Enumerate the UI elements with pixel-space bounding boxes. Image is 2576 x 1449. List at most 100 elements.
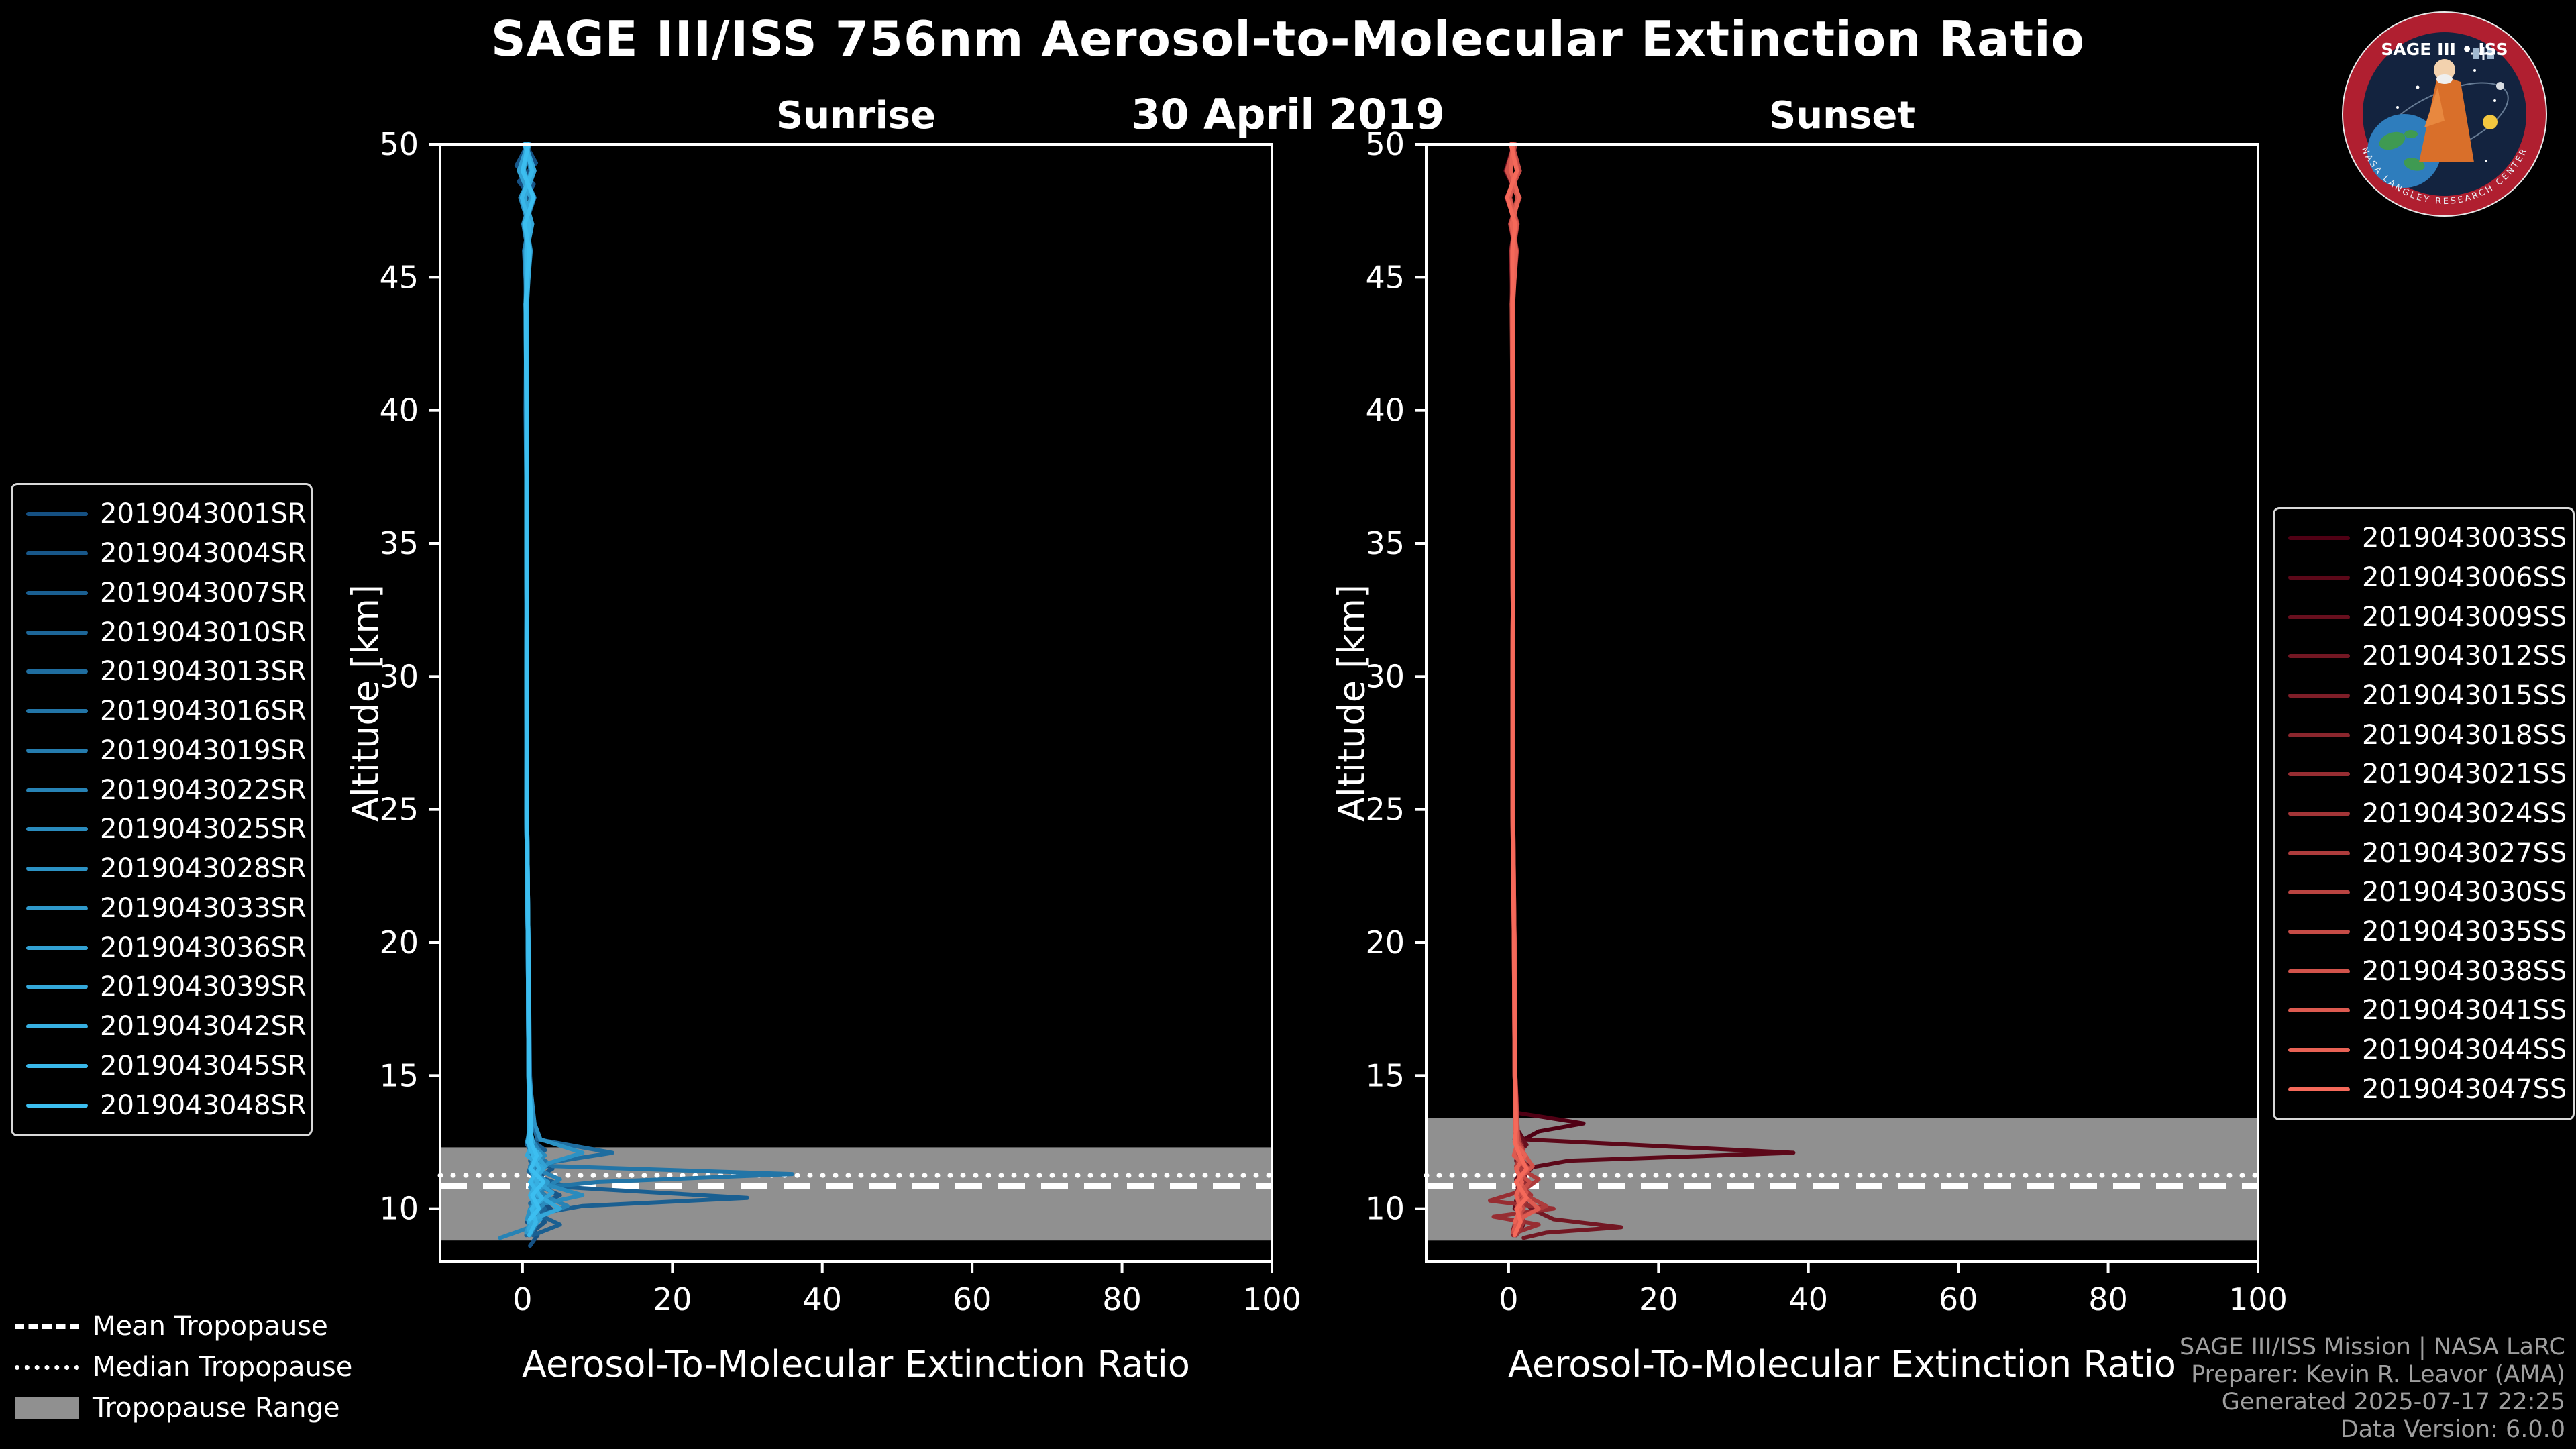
legend-line-swatch — [2288, 811, 2350, 816]
x-tick-label: 100 — [1242, 1281, 1301, 1318]
legend-line-swatch — [26, 906, 88, 910]
dashed-line-swatch — [15, 1324, 79, 1329]
legend-item: 2019043013SR — [26, 652, 307, 691]
plot-border — [1425, 143, 2259, 1263]
legend-label: 2019043042SR — [100, 1011, 307, 1042]
y-tick-label: 10 — [379, 1191, 419, 1227]
legend-label: Tropopause Range — [93, 1393, 340, 1424]
x-tick-label: 40 — [1788, 1281, 1828, 1318]
legend-line-swatch — [2288, 733, 2350, 737]
legend-item: 2019043018SS — [2288, 716, 2567, 755]
sage-iii-iss-logo: SAGE III • ISS NASA LANGLEY RESEARCH CEN… — [2342, 11, 2547, 217]
tropopause-range-band — [1426, 1118, 2258, 1241]
legend-line-swatch — [2288, 575, 2350, 580]
legend-item: 2019043028SR — [26, 849, 307, 888]
legend-label: 2019043047SS — [2362, 1073, 2567, 1105]
credits: SAGE III/ISS Mission | NASA LaRC Prepare… — [2180, 1334, 2565, 1444]
legend-label: 2019043003SS — [2362, 523, 2567, 554]
legend-item: 2019043021SS — [2288, 755, 2567, 794]
legend-label: 2019043030SS — [2362, 877, 2567, 908]
legend-line-swatch — [2288, 693, 2350, 698]
legend-label: 2019043016SR — [100, 696, 307, 727]
y-tick-label: 45 — [379, 259, 419, 295]
profile-line-2019043010SR — [517, 142, 547, 1238]
logo-iss — [2471, 47, 2496, 60]
legend-line-swatch — [2288, 929, 2350, 934]
legend-label: 2019043025SR — [100, 814, 307, 845]
legend-line-swatch — [26, 551, 88, 556]
legend-item: 2019043036SR — [26, 928, 307, 967]
legend-item: 2019043006SS — [2288, 558, 2567, 597]
legend-label: 2019043028SR — [100, 853, 307, 885]
legend-line-swatch — [26, 1024, 88, 1029]
legend-label: 2019043012SS — [2362, 641, 2567, 672]
sunset-plot: 0 20 40 60 80 100 10 15 20 25 30 35 40 45 50 — [1365, 126, 2287, 1318]
credit-preparer: Preparer: Kevin R. Leavor (AMA) — [2191, 1361, 2565, 1388]
y-tick-label: 20 — [379, 924, 419, 961]
legend-line-swatch — [2288, 890, 2350, 895]
x-tick-label: 80 — [2088, 1281, 2128, 1318]
legend-item: 2019043019SR — [26, 731, 307, 770]
profile-line-2019043016SR — [520, 142, 794, 1222]
legend-item: 2019043025SR — [26, 810, 307, 849]
legend-label: 2019043010SR — [100, 616, 307, 648]
sunset-y-axis-label: Altitude [km] — [1330, 584, 1373, 822]
legend-line-swatch — [2288, 614, 2350, 619]
legend-line-swatch — [26, 827, 88, 832]
dotted-line-swatch — [15, 1364, 79, 1370]
legend-item: 2019043035SS — [2288, 912, 2567, 951]
legend-line-swatch — [26, 709, 88, 714]
legend-label: 2019043048SR — [100, 1089, 307, 1121]
profile-line-2019043006SS — [1503, 142, 1796, 1211]
y-tick-label: 40 — [1365, 392, 1405, 429]
legend-line-swatch — [2288, 654, 2350, 659]
band-swatch — [15, 1397, 79, 1419]
sunrise-x-axis-label: Aerosol-To-Molecular Extinction Ratio — [522, 1343, 1190, 1385]
legend-line-swatch — [2288, 1087, 2350, 1091]
legend-label: 2019043021SS — [2362, 759, 2567, 790]
legend-item: 2019043048SR — [26, 1086, 307, 1125]
legend-item: 2019043001SR — [26, 494, 307, 533]
legend-label: 2019043045SR — [100, 1050, 307, 1081]
x-tick-label: 0 — [1499, 1281, 1518, 1318]
logo-sun — [2483, 115, 2498, 129]
legend-label: 2019043015SS — [2362, 680, 2567, 711]
legend-item: 2019043003SS — [2288, 519, 2567, 557]
legend-label: 2019043006SS — [2362, 561, 2567, 593]
legend-label: 2019043044SS — [2362, 1034, 2567, 1065]
legend-item: 2019043047SS — [2288, 1070, 2567, 1109]
legend-item: 2019043024SS — [2288, 794, 2567, 833]
legend-label: 2019043007SR — [100, 577, 307, 608]
sunset-panel-title: Sunset — [1768, 94, 1916, 138]
tropopause-legend: Mean Tropopause Median Tropopause Tropop… — [15, 1309, 352, 1432]
y-tick-label: 15 — [1365, 1057, 1405, 1093]
x-tick-label: 100 — [2229, 1281, 2288, 1318]
legend-item: 2019043038SS — [2288, 952, 2567, 991]
profile-line-2019043021SS — [1488, 142, 1556, 1235]
legend-item: 2019043016SR — [26, 692, 307, 731]
profile-line-2019043003SS — [1504, 142, 1586, 1238]
legend-item: 2019043030SS — [2288, 873, 2567, 912]
legend-line-swatch — [2288, 536, 2350, 541]
legend-item-mean-tropopause: Mean Tropopause — [15, 1309, 352, 1343]
legend-label: 2019043039SR — [100, 971, 307, 1003]
x-tick-label: 0 — [513, 1281, 532, 1318]
legend-line-swatch — [26, 985, 88, 989]
legend-label: Median Tropopause — [93, 1352, 353, 1383]
sunrise-y-axis-label: Altitude [km] — [344, 584, 387, 822]
sunrise-legend: 2019043001SR 2019043004SR 2019043007SR 2019… — [11, 483, 313, 1136]
legend-line-swatch — [2288, 969, 2350, 973]
y-tick-label: 40 — [379, 392, 419, 429]
legend-label: 2019043033SR — [100, 892, 307, 924]
legend-item: 2019043012SS — [2288, 637, 2567, 676]
legend-item: 2019043007SR — [26, 574, 307, 612]
y-tick-label: 50 — [379, 126, 419, 162]
sunset-x-axis-label: Aerosol-To-Molecular Extinction Ratio — [1508, 1343, 2176, 1385]
y-tick-label: 25 — [1365, 792, 1405, 828]
y-tick-label: 30 — [1365, 658, 1405, 694]
x-tick-label: 20 — [653, 1281, 692, 1318]
legend-item: 2019043027SS — [2288, 834, 2567, 873]
sunrise-panel-title: Sunrise — [775, 94, 936, 138]
legend-line-swatch — [26, 669, 88, 674]
legend-line-swatch — [26, 1063, 88, 1068]
